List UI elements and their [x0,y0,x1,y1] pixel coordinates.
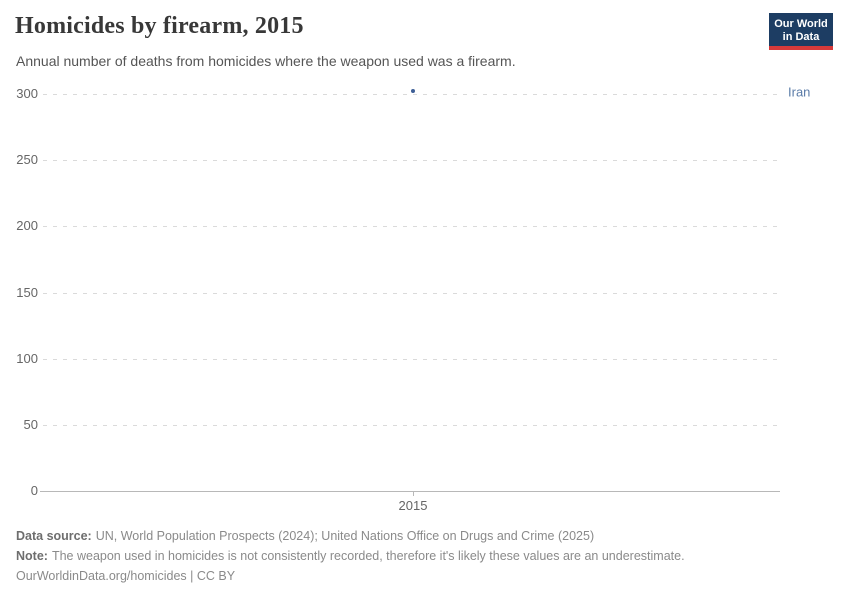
gridline-300 [43,94,783,95]
x-axis-line [40,491,780,492]
note-label: Note: [16,549,48,563]
x-axis-tick [413,491,414,496]
chart-footer: Data source: UN, World Population Prospec… [16,526,685,586]
entity-label-iran[interactable]: Iran [788,84,811,100]
chart-subtitle: Annual number of deaths from homicides w… [16,53,516,69]
y-axis-tick-label: 300 [16,86,38,101]
y-axis-tick-label: 100 [16,350,38,366]
data-source-label: Data source: [16,529,92,543]
gridline-50 [43,424,783,426]
y-axis-tick-label: 50 [23,416,38,432]
y-axis-tick-label: 150 [16,284,38,300]
gridline-200 [43,226,783,228]
license-line: OurWorldinData.org/homicides | CC BY [16,566,685,586]
y-axis-tick-label: 0 [30,483,38,498]
note-text: The weapon used in homicides is not cons… [51,549,685,563]
owid-logo[interactable]: Our World in Data [769,13,833,50]
y-axis-tick-label: 200 [16,218,38,234]
owid-logo-line1: Our World [774,18,828,30]
data-source-text: UN, World Population Prospects (2024); U… [95,529,595,543]
gridline-150 [43,292,783,294]
data-point-iran[interactable] [411,89,415,94]
owid-logo-line2: in Data [782,31,820,43]
x-axis-tick-label: 2015 [398,498,428,513]
license-link[interactable]: OurWorldinData.org/homicides | CC BY [16,569,236,583]
data-source-line: Data source: UN, World Population Prospec… [16,526,685,546]
chart-title: Homicides by firearm, 2015 [15,13,304,39]
y-axis-tick-label: 250 [16,152,38,168]
note-line: Note: The weapon used in homicides is not… [16,546,685,566]
gridline-100 [43,358,783,360]
gridline-250 [43,160,783,162]
